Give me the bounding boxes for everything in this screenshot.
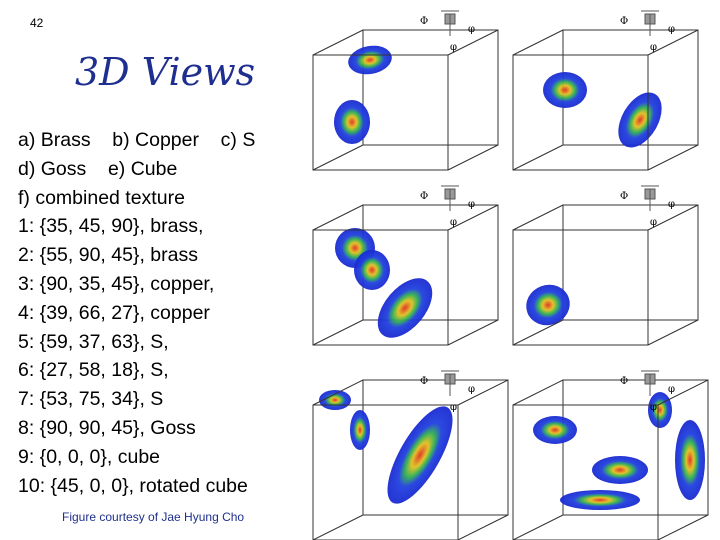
text-line: 3: {90, 35, 45}, copper, (18, 272, 215, 295)
texture-blob (387, 406, 453, 504)
texture-blob (592, 456, 648, 484)
axis-label: Φ (420, 376, 428, 387)
text-line: d) Goss e) Cube (18, 157, 178, 180)
cube-front (312, 54, 449, 171)
cube-edge (312, 514, 364, 540)
cube-front (512, 54, 649, 171)
axis-label: Φ (620, 376, 628, 387)
axis-label: Φ (420, 16, 428, 27)
cube-edge (447, 319, 499, 346)
axis-label: φ (668, 199, 675, 210)
axis-label: φ (668, 24, 675, 35)
texture-blob (350, 410, 370, 450)
cube-back (362, 29, 499, 146)
axis-label: φ (450, 42, 457, 53)
cube-edge (457, 379, 509, 406)
text-line: 5: {59, 37, 63}, S, (18, 330, 169, 353)
cube-edge (647, 29, 699, 56)
page-number: 42 (30, 16, 44, 30)
texture-blob (618, 92, 662, 148)
texture-blob (560, 490, 640, 510)
text-line: 10: {45, 0, 0}, rotated cube (18, 474, 248, 497)
axis-label: Φ (420, 191, 428, 202)
text-line: 7: {53, 75, 34}, S (18, 388, 164, 411)
text-line: a) Brass b) Copper c) S (18, 129, 256, 151)
cube-back (562, 204, 699, 321)
cube-edge (512, 514, 564, 540)
axis-label: φ (468, 24, 475, 35)
cube-edge (647, 204, 699, 231)
texture-blob (526, 284, 570, 326)
cube-edge (447, 144, 499, 171)
axis-label: Φ (620, 16, 628, 27)
axis-label: φ (650, 402, 657, 413)
axis-label: φ (468, 199, 475, 210)
cube-edge (312, 204, 364, 231)
text-line: 4: {39, 66, 27}, copper (18, 301, 210, 324)
cube-back (562, 379, 709, 516)
cube-front (312, 229, 449, 346)
slide-title: 3D Views (75, 50, 256, 94)
axis-label: φ (450, 402, 457, 413)
texture-blob (354, 250, 390, 290)
cube-edge (312, 144, 364, 171)
axis-label: φ (650, 42, 657, 53)
texture-blob (675, 420, 705, 500)
cube-edge (512, 204, 564, 231)
texture-blob (348, 45, 392, 75)
text-line: f) combined texture (18, 186, 185, 209)
cube-edge (512, 319, 564, 346)
cube-edge (312, 29, 364, 56)
axis-label: φ (650, 217, 657, 228)
credit: Figure courtesy of Jae Hyung Cho (62, 510, 245, 524)
text-line: 6: {27, 58, 18}, S, (18, 359, 169, 382)
cube-edge (512, 144, 564, 171)
text-line: 2: {55, 90, 45}, brass (18, 244, 198, 267)
texture-blob (543, 72, 587, 108)
text-line: 8: {90, 90, 45}, Goss (18, 416, 196, 439)
cube-edge (512, 29, 564, 56)
cube-edge (312, 379, 364, 406)
cube-edge (457, 514, 509, 540)
cube-front (512, 404, 659, 540)
texture-blob (377, 278, 433, 338)
axis-label: φ (468, 384, 475, 395)
cube-edge (657, 379, 709, 406)
cube-edge (647, 319, 699, 346)
cube-front (512, 229, 649, 346)
cube-front (312, 404, 459, 540)
axis-label: Φ (620, 191, 628, 202)
cube-edge (512, 379, 564, 406)
texture-blob (533, 416, 577, 444)
texture-blob (334, 100, 370, 144)
body-text: a) Brass b) Copper c) S d) Goss e) Cube f)… (18, 126, 255, 500)
text-line: 9: {0, 0, 0}, cube (18, 445, 161, 468)
cube-edge (447, 204, 499, 231)
cube-edge (312, 319, 364, 346)
text-line: 1: {35, 45, 90}, brass, (18, 215, 204, 238)
cube-edge (657, 514, 709, 540)
axis-label: φ (668, 384, 675, 395)
cube-edge (647, 144, 699, 171)
axis-label: φ (450, 217, 457, 228)
cube-edge (447, 29, 499, 56)
